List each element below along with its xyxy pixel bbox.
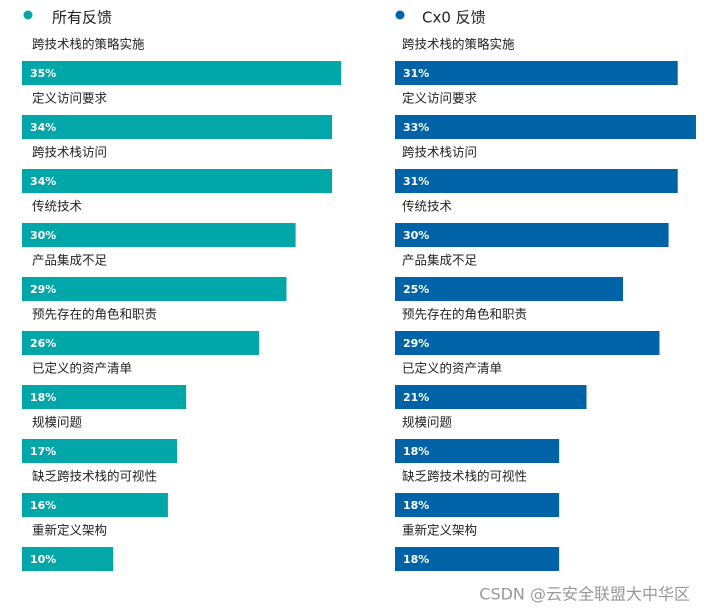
- bar: [395, 331, 660, 355]
- category-label: 跨技术栈的策略实施: [402, 37, 515, 52]
- category-label: 已定义的资产清单: [402, 361, 502, 376]
- bar: [395, 277, 623, 301]
- panel-title: Cx0 反馈: [422, 9, 486, 27]
- bar: [395, 439, 560, 463]
- category-label: 跨技术栈访问: [32, 145, 107, 160]
- category-label: 定义访问要求: [402, 91, 478, 106]
- value-label: 25%: [403, 283, 429, 296]
- category-label: 传统技术: [402, 199, 453, 214]
- bar: [22, 223, 296, 247]
- bar: [22, 493, 168, 517]
- watermark: CSDN @云安全联盟大中华区: [479, 585, 690, 604]
- category-label: 缺乏跨技术栈的可视性: [32, 469, 157, 484]
- value-label: 10%: [30, 553, 56, 566]
- category-label: 规模问题: [402, 415, 453, 430]
- category-label: 重新定义架构: [402, 523, 477, 538]
- value-label: 16%: [30, 499, 56, 512]
- legend-dot: [395, 10, 405, 20]
- bar: [22, 385, 187, 409]
- bar: [22, 61, 342, 85]
- category-label: 预先存在的角色和职责: [32, 307, 157, 322]
- category-label: 跨技术栈访问: [402, 145, 477, 160]
- bar: [22, 439, 178, 463]
- category-label: 定义访问要求: [32, 91, 108, 106]
- value-label: 33%: [403, 121, 429, 134]
- category-label: 产品集成不足: [402, 253, 478, 268]
- bar: [22, 277, 287, 301]
- category-label: 规模问题: [32, 415, 83, 430]
- category-label: 缺乏跨技术栈的可视性: [402, 469, 527, 484]
- value-label: 17%: [30, 445, 56, 458]
- panel-title: 所有反馈: [52, 9, 112, 27]
- bar: [395, 223, 669, 247]
- value-label: 30%: [403, 229, 429, 242]
- category-label: 预先存在的角色和职责: [402, 307, 527, 322]
- value-label: 18%: [403, 553, 429, 566]
- bar: [395, 547, 560, 571]
- value-label: 18%: [403, 445, 429, 458]
- bar: [395, 61, 678, 85]
- value-label: 30%: [30, 229, 56, 242]
- category-label: 已定义的资产清单: [32, 361, 132, 376]
- value-label: 29%: [403, 337, 429, 350]
- bar: [395, 115, 696, 139]
- category-label: 重新定义架构: [32, 523, 107, 538]
- category-label: 产品集成不足: [32, 253, 108, 268]
- bar: [395, 169, 678, 193]
- category-label: 跨技术栈的策略实施: [32, 37, 145, 52]
- value-label: 18%: [403, 499, 429, 512]
- value-label: 21%: [403, 391, 429, 404]
- value-label: 31%: [403, 67, 429, 80]
- bar: [22, 115, 333, 139]
- value-label: 18%: [30, 391, 56, 404]
- value-label: 26%: [30, 337, 56, 350]
- legend-dot: [23, 10, 33, 20]
- value-label: 34%: [30, 175, 56, 188]
- bar: [395, 385, 587, 409]
- bar: [22, 547, 114, 571]
- value-label: 29%: [30, 283, 56, 296]
- bar: [22, 331, 260, 355]
- category-label: 传统技术: [32, 199, 83, 214]
- value-label: 31%: [403, 175, 429, 188]
- bar: [395, 493, 560, 517]
- value-label: 34%: [30, 121, 56, 134]
- bar: [22, 169, 333, 193]
- value-label: 35%: [30, 67, 56, 80]
